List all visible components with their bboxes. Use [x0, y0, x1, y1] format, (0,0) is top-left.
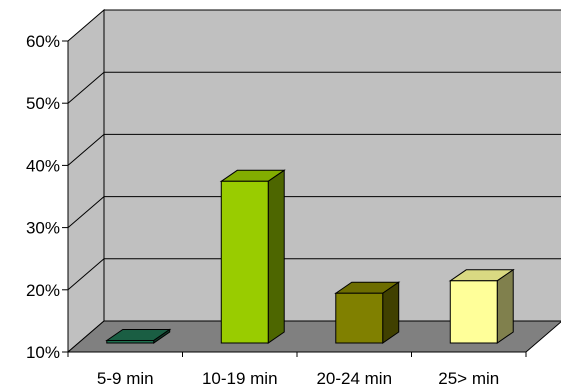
y-tick-label: 20%: [26, 281, 60, 300]
side-wall: [67, 8, 105, 354]
floor: [66, 320, 561, 353]
gridlines: [67, 71, 561, 291]
bar-side: [496, 268, 514, 344]
x-tick-label: 25> min: [438, 369, 499, 388]
chart-walls: [66, 8, 561, 354]
x-tick-label: 20-24 min: [316, 369, 392, 388]
gridline-side: [67, 134, 105, 166]
bar: [334, 281, 401, 344]
gridline-side: [67, 258, 105, 291]
bar: [105, 328, 172, 344]
y-tick-label: 60%: [26, 32, 60, 51]
y-tick-label: 50%: [26, 94, 60, 113]
y-tick-label: 30%: [26, 219, 60, 238]
bar: [219, 169, 286, 344]
bar-front: [106, 340, 155, 344]
bar-front: [220, 180, 269, 344]
bar-side: [382, 281, 400, 344]
bar-front: [449, 280, 498, 344]
x-tick-label: 10-19 min: [202, 369, 278, 388]
y-axis-ticks: 10% 20% 30% 40% 50% 60%: [26, 32, 68, 362]
gridline-side: [67, 196, 105, 228]
bars: [105, 169, 515, 344]
gridline-side: [67, 71, 105, 104]
y-tick-label: 40%: [26, 156, 60, 175]
x-tick-label: 5-9 min: [97, 369, 154, 388]
bar: [448, 268, 515, 344]
x-axis-labels: 5-9 min 10-19 min 20-24 min 25> min: [67, 352, 527, 388]
bar-front: [335, 292, 384, 344]
bar-side: [267, 169, 285, 344]
y-tick-label: 10%: [26, 343, 60, 362]
